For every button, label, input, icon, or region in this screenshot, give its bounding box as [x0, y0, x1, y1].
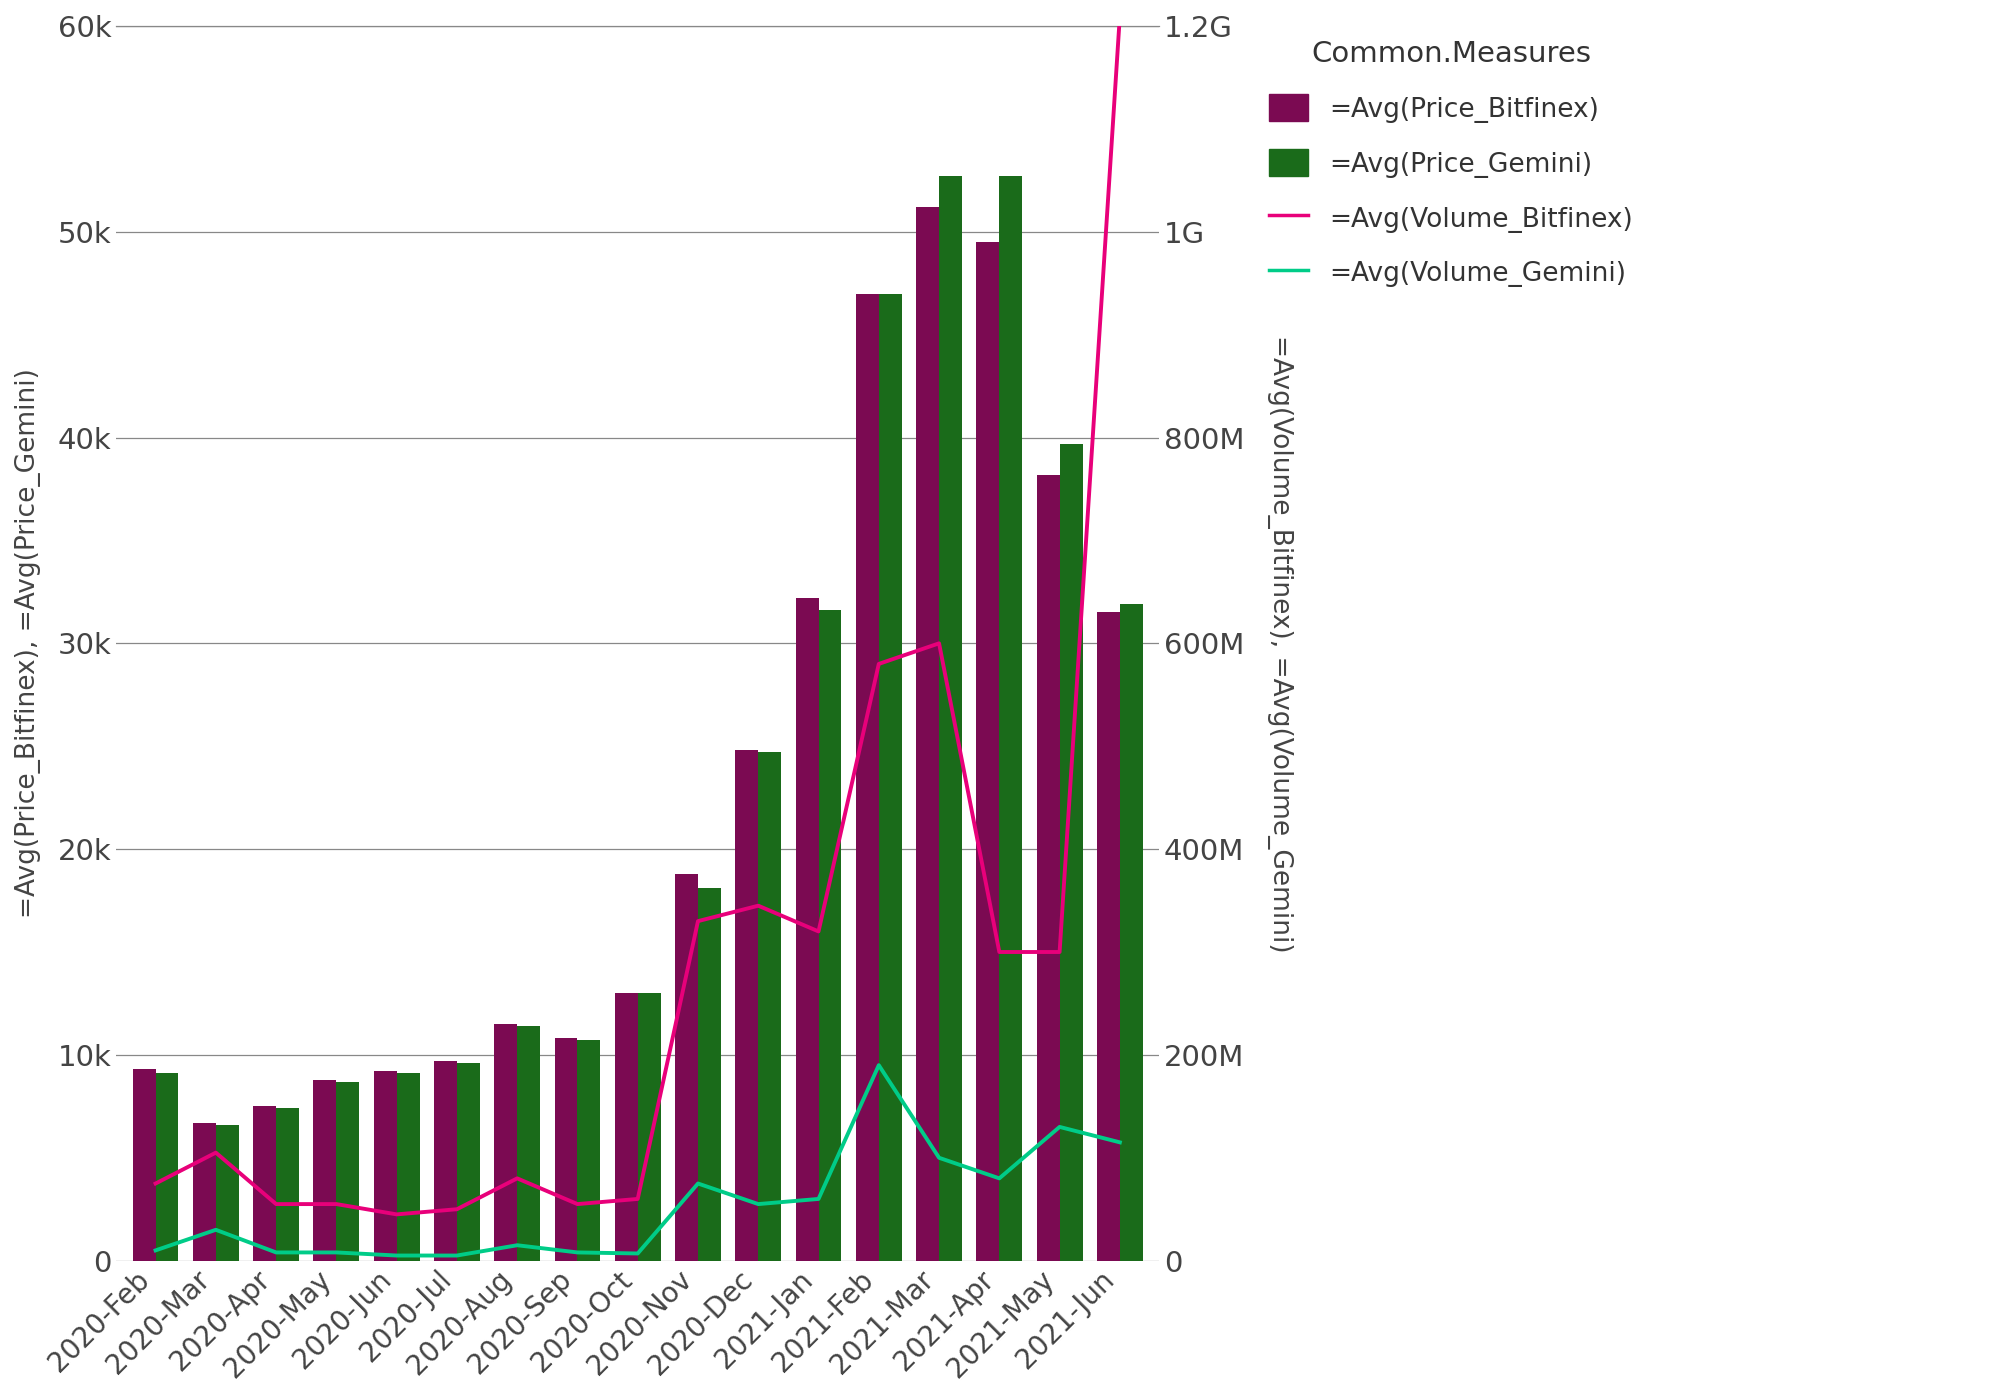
- Bar: [253, 1106, 276, 1261]
- Bar: [915, 207, 939, 1261]
- Bar: [314, 1079, 336, 1261]
- Bar: [434, 1061, 457, 1261]
- Legend: =Avg(Price_Bitfinex), =Avg(Price_Gemini), =Avg(Volume_Bitfinex), =Avg(Volume_Gem: =Avg(Price_Bitfinex), =Avg(Price_Gemini)…: [1255, 27, 1645, 301]
- Bar: [193, 1123, 215, 1261]
- Bar: [796, 598, 817, 1261]
- Bar: [1096, 612, 1120, 1261]
- Bar: [1058, 443, 1082, 1261]
- Bar: [855, 294, 879, 1261]
- Bar: [155, 1074, 179, 1261]
- Bar: [615, 993, 636, 1261]
- Bar: [276, 1109, 298, 1261]
- Y-axis label: =Avg(Volume_Bitfinex), =Avg(Volume_Gemini): =Avg(Volume_Bitfinex), =Avg(Volume_Gemin…: [1267, 334, 1293, 952]
- Bar: [493, 1023, 517, 1261]
- Bar: [555, 1039, 577, 1261]
- Bar: [998, 176, 1022, 1261]
- Bar: [698, 888, 720, 1261]
- Bar: [758, 752, 782, 1261]
- Bar: [736, 751, 758, 1261]
- Bar: [577, 1040, 601, 1261]
- Bar: [817, 611, 841, 1261]
- Bar: [1120, 604, 1142, 1261]
- Bar: [674, 874, 698, 1261]
- Bar: [336, 1082, 360, 1261]
- Y-axis label: =Avg(Price_Bitfinex), =Avg(Price_Gemini): =Avg(Price_Bitfinex), =Avg(Price_Gemini): [16, 369, 42, 918]
- Bar: [1036, 474, 1058, 1261]
- Bar: [636, 993, 660, 1261]
- Bar: [879, 294, 901, 1261]
- Bar: [215, 1125, 239, 1261]
- Bar: [396, 1074, 420, 1261]
- Bar: [939, 176, 961, 1261]
- Bar: [133, 1069, 155, 1261]
- Bar: [517, 1026, 539, 1261]
- Bar: [457, 1062, 479, 1261]
- Bar: [374, 1071, 396, 1261]
- Bar: [977, 242, 998, 1261]
